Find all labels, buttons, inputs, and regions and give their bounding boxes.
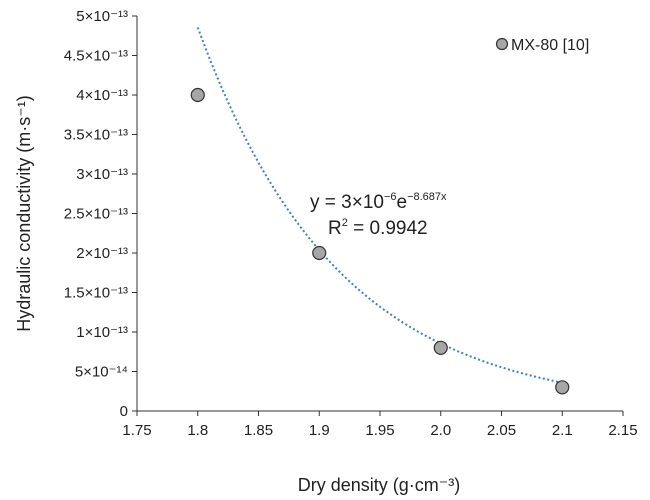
data-point — [190, 87, 205, 103]
data-points — [190, 87, 570, 395]
r-squared: R2 = 0.9942 — [328, 217, 428, 239]
x-tick-label: 2.15 — [608, 422, 637, 439]
x-tick-label: 1.95 — [365, 422, 394, 439]
y-tick-label: 5×10⁻¹⁴ — [75, 364, 128, 381]
x-tick-label: 2.05 — [487, 422, 516, 439]
y-tick-label: 5×10⁻¹³ — [76, 8, 128, 25]
data-point — [312, 245, 327, 261]
legend-marker — [495, 37, 509, 51]
x-tick-label: 2.0 — [430, 422, 451, 439]
legend-label: MX-80 [10] — [511, 37, 589, 54]
y-axis-title: Hydraulic conductivity (m·s⁻¹) — [14, 95, 34, 332]
trendline — [196, 27, 563, 384]
x-tick-label: 1.75 — [122, 422, 151, 439]
tick-labels: 1.75 1.8 1.85 1.9 1.95 2.0 2.05 2.1 2.15 0 5×10⁻¹⁴… — [64, 8, 638, 439]
trendline-group — [196, 27, 563, 384]
x-tick-label: 1.85 — [244, 422, 273, 439]
x-tick-label: 2.1 — [552, 422, 573, 439]
y-tick-label: 3.5×10⁻¹³ — [64, 127, 128, 144]
data-point — [555, 380, 570, 395]
x-tick-label: 1.9 — [309, 422, 330, 439]
y-tick-label: 2×10⁻¹³ — [76, 245, 128, 262]
trendline-equation: y = 3×10−6e−8.687x — [310, 191, 447, 213]
axes — [132, 15, 624, 416]
y-tick-label: 4.5×10⁻¹³ — [64, 48, 128, 65]
x-tick-label: 1.8 — [187, 422, 208, 439]
trendline-annotation: y = 3×10−6e−8.687x R2 = 0.9942 — [310, 191, 447, 239]
y-tick-label: 4×10⁻¹³ — [76, 87, 128, 104]
axis-titles: Dry density (g·cm⁻³) Hydraulic conductivi… — [14, 95, 460, 495]
y-tick-label: 1.5×10⁻¹³ — [64, 285, 128, 302]
x-axis-title: Dry density (g·cm⁻³) — [298, 475, 461, 495]
y-tick-label: 2.5×10⁻¹³ — [64, 206, 128, 223]
data-point — [433, 340, 448, 355]
y-tick-label: 0 — [120, 403, 128, 420]
y-tick-label: 3×10⁻¹³ — [76, 166, 128, 183]
legend: MX-80 [10] — [495, 37, 589, 54]
y-tick-label: 1×10⁻¹³ — [76, 324, 128, 341]
